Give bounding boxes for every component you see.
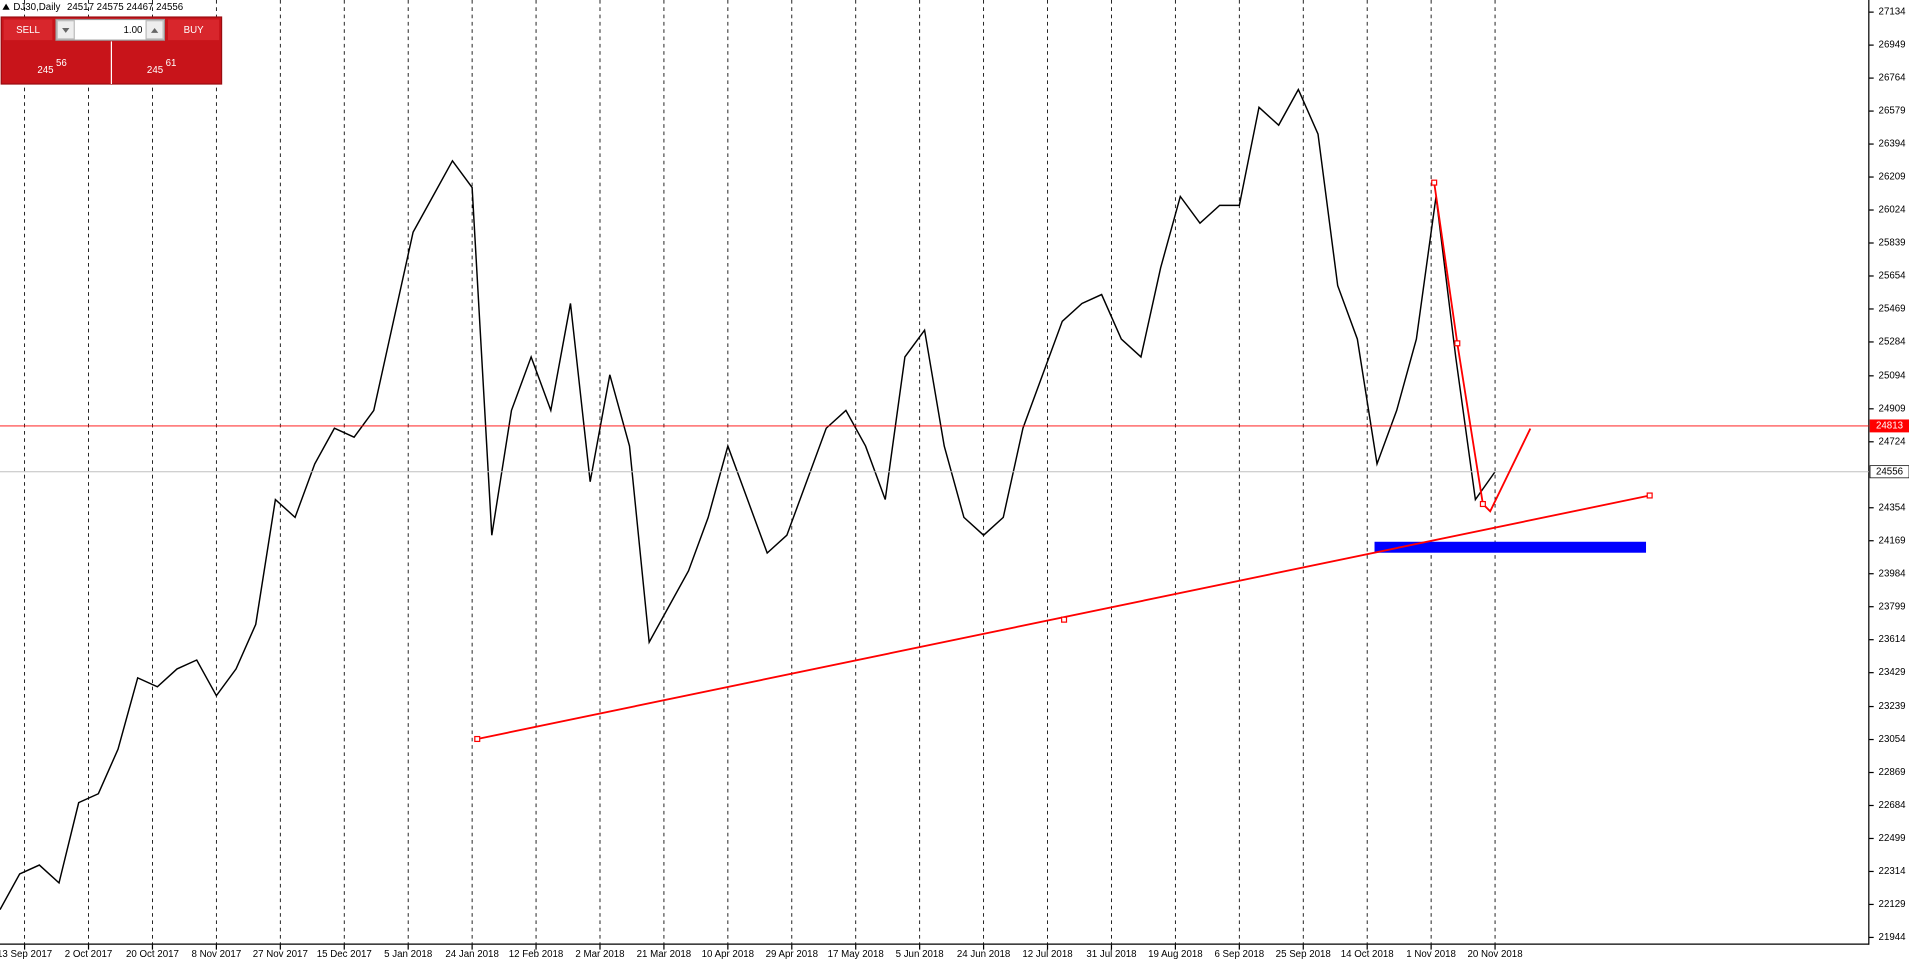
symbol: DJ30,Daily	[13, 2, 60, 13]
collapse-icon[interactable]	[2, 3, 10, 10]
y-tick-label: 26579	[1879, 106, 1906, 117]
y-tick-label: 24909	[1879, 403, 1906, 414]
x-tick-label: 21 Mar 2018	[637, 949, 692, 960]
x-tick-label: 12 Feb 2018	[509, 949, 564, 960]
y-tick-label: 25469	[1879, 304, 1906, 315]
y-tick-label: 24169	[1879, 535, 1906, 546]
trendline-handle[interactable]	[1646, 492, 1653, 499]
x-tick-label: 17 May 2018	[828, 949, 884, 960]
price-label: 24813	[1876, 420, 1903, 431]
drawing-handle[interactable]	[1479, 500, 1486, 508]
x-tick-label: 12 Jul 2018	[1022, 949, 1072, 960]
y-tick-label: 23239	[1879, 701, 1906, 712]
x-tick-label: 15 Dec 2017	[317, 949, 372, 960]
ohlc: 24517 24575 24467 24556	[67, 2, 183, 13]
x-tick-label: 5 Jun 2018	[896, 949, 944, 960]
y-tick-label: 23429	[1879, 667, 1906, 678]
price-label: 24556	[1876, 466, 1903, 477]
y-tick-label: 25284	[1879, 337, 1907, 348]
x-tick-label: 25 Sep 2018	[1276, 949, 1331, 960]
y-tick-label: 21944	[1879, 932, 1907, 943]
y-tick-label: 23984	[1879, 568, 1907, 579]
x-tick-label: 20 Nov 2018	[1467, 949, 1522, 960]
y-tick-label: 26209	[1879, 172, 1906, 183]
x-tick-label: 20 Oct 2017	[126, 949, 179, 960]
price-label-bg	[1869, 465, 1909, 479]
lot-input[interactable]	[55, 18, 165, 41]
drawing-handle[interactable]	[1431, 179, 1438, 186]
buy-price-prefix[interactable]: 245	[147, 65, 163, 76]
y-tick-label: 23054	[1879, 734, 1907, 745]
x-tick-label: 2 Mar 2018	[575, 949, 624, 960]
y-tick-label: 27134	[1879, 7, 1907, 18]
buy-label[interactable]: BUY	[184, 25, 205, 36]
buy-button[interactable]	[168, 19, 220, 41]
y-tick-label: 23799	[1879, 601, 1906, 612]
x-tick-label: 1 Nov 2018	[1406, 949, 1456, 960]
lot-up-icon	[150, 28, 159, 33]
y-tick-label: 23614	[1879, 634, 1907, 645]
y-tick-label: 22684	[1879, 800, 1907, 811]
x-tick-label: 8 Nov 2017	[192, 949, 242, 960]
trade-panel: SELL 1.00 BUY 245 56 245 61	[0, 16, 223, 85]
x-tick-label: 24 Jan 2018	[445, 949, 499, 960]
series	[0, 87, 1869, 910]
y-tick-label: 24724	[1879, 436, 1907, 447]
y-tick-label: 22314	[1879, 866, 1907, 877]
lot-value[interactable]: 1.00	[124, 25, 144, 36]
y-tick-label: 26394	[1879, 139, 1907, 150]
price-line	[0, 87, 1496, 910]
lot-down-icon	[62, 28, 70, 33]
axis-labels: 21944 22129 22314 22499 22684 22869 23054 23239…	[0, 7, 1909, 960]
y-tick-label: 22129	[1879, 899, 1906, 910]
y-tick-label: 24354	[1879, 502, 1907, 513]
x-tick-label: 29 Apr 2018	[766, 949, 818, 960]
x-tick-label: 19 Aug 2018	[1148, 949, 1203, 960]
buy-price-digits[interactable]: 61	[166, 58, 177, 69]
sell-label[interactable]: SELL	[16, 25, 40, 36]
y-tick-label: 25094	[1879, 370, 1907, 381]
x-tick-label: 27 Nov 2017	[253, 949, 308, 960]
x-tick-label: 13 Sep 2017	[0, 949, 52, 960]
x-tick-label: 10 Apr 2018	[702, 949, 754, 960]
sell-price-prefix[interactable]: 245	[37, 65, 53, 76]
y-tick-label: 25654	[1879, 271, 1907, 282]
x-tick-label: 31 Jul 2018	[1086, 949, 1136, 960]
price-label-bg	[1869, 419, 1909, 433]
y-tick-label: 22869	[1879, 767, 1906, 778]
y-tick-label: 26024	[1879, 205, 1907, 216]
x-tick-label: 5 Jan 2018	[384, 949, 432, 960]
sell-price-digits[interactable]: 56	[56, 58, 67, 69]
x-tick-label: 6 Sep 2018	[1214, 949, 1264, 960]
trendline-handle[interactable]	[1061, 616, 1068, 623]
y-tick-label: 22499	[1879, 833, 1906, 844]
sell-button[interactable]	[3, 19, 53, 41]
zone-rectangle[interactable]	[1374, 541, 1647, 553]
trendline-handle[interactable]	[474, 735, 481, 743]
x-tick-label: 14 Oct 2018	[1341, 949, 1394, 960]
y-tick-label: 26949	[1879, 40, 1906, 51]
y-tick-label: 25839	[1879, 238, 1906, 249]
x-tick-label: 2 Oct 2017	[65, 949, 113, 960]
y-tick-label: 26764	[1879, 73, 1907, 84]
x-tick-label: 24 Jun 2018	[957, 949, 1011, 960]
drawing-handle[interactable]	[1454, 340, 1461, 347]
